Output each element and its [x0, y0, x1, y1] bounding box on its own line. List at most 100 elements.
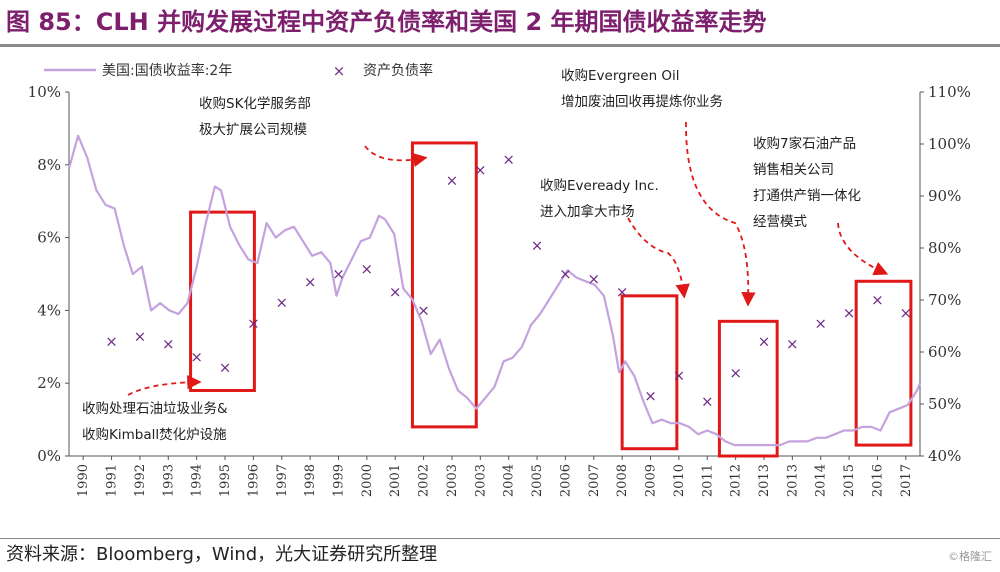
left-tick-label: 10% [28, 83, 61, 101]
debt-ratio-marker: × [162, 335, 175, 353]
x-tick-label: 2017 [899, 464, 914, 497]
debt-ratio-marker: × [247, 314, 260, 332]
x-tick-label: 2011 [700, 464, 715, 497]
annotation-line: 收购处理石油垃圾业务& [82, 401, 228, 417]
debt-ratio-marker: × [531, 236, 544, 254]
right-tick-label: 90% [928, 187, 961, 205]
x-tick-label: 2001 [388, 464, 403, 497]
page-title: 图 85：CLH 并购发展过程中资产负债率和美国 2 年期国债收益率走势 [6, 8, 767, 36]
x-tick-label: 2014 [814, 464, 829, 497]
x-tick-label: 2013 [757, 464, 772, 497]
x-tick-label: 2009 [644, 464, 659, 497]
debt-ratio-marker: × [105, 333, 118, 351]
annotation-line: 收购SK化学服务部 [199, 96, 311, 112]
x-tick-label: 2016 [870, 464, 885, 497]
debt-ratio-marker: × [616, 283, 629, 301]
debt-ratio-marker: × [786, 335, 799, 353]
highlight-box-3 [620, 294, 679, 451]
debt-ratio-marker: × [190, 348, 203, 366]
debt-ratio-marker: × [843, 304, 856, 322]
x-tick-label: 2013 [785, 464, 800, 497]
debt-ratio-markers: × × × × × × × × × × × × × × × × × × × × × × × × × × × × × [105, 151, 912, 411]
annotation-arrow-5 [127, 375, 202, 396]
debt-ratio-marker: × [559, 265, 572, 283]
annotation-line: 经营模式 [753, 214, 807, 230]
debt-ratio-marker: × [729, 364, 742, 382]
debt-ratio-marker: × [304, 273, 317, 291]
annotation-line: 打通供产销一体化 [753, 187, 861, 204]
debt-ratio-marker: × [446, 171, 459, 189]
debt-ratio-marker: × [275, 294, 288, 312]
footer-divider [0, 538, 1000, 539]
annotation-line: 收购Evergreen Oil [561, 68, 680, 84]
x-tick-label: 2006 [558, 464, 573, 497]
debt-ratio-marker: × [900, 304, 913, 322]
x-tick-label: 1992 [133, 464, 148, 497]
legend: 美国:国债收益率:2年 × 资产负债率 [44, 62, 433, 80]
highlight-box-5 [854, 279, 913, 447]
debt-ratio-marker: × [701, 392, 714, 410]
left-tick-label: 6% [37, 229, 61, 247]
annotation-2: 收购Evergreen Oil 增加废油回收再提炼你业务 [561, 68, 723, 110]
legend-label-debt: 资产负债率 [363, 62, 433, 79]
debt-ratio-marker: × [361, 260, 374, 278]
source-note: 资料来源：Bloomberg，Wind，光大证券研究所整理 [6, 544, 438, 565]
highlight-box-1 [189, 210, 256, 392]
right-tick-label: 70% [928, 291, 961, 309]
x-tick-label: 1995 [218, 464, 233, 497]
x-tick-label: 1994 [190, 464, 205, 497]
chart: 0% 2% 4% 6% 8% 10% 40% 50% 60% 70% 80% 90% 100% 110% 1… [28, 62, 971, 497]
highlight-box-2 [410, 141, 478, 429]
annotation-line: 收购7家石油产品 [753, 135, 856, 152]
x-tick-label: 2005 [530, 464, 545, 497]
annotation-line: 收购Kimball焚化炉设施 [82, 427, 227, 443]
x-tick-label: 1991 [105, 464, 120, 497]
x-tick-label: 2000 [360, 464, 375, 497]
right-tick-label: 110% [928, 83, 971, 101]
right-tick-label: 80% [928, 239, 961, 257]
annotation-4: 收购Eveready Inc. 进入加拿大市场 [540, 178, 659, 220]
highlight-box-4 [717, 319, 779, 458]
annotation-arrow-3 [837, 222, 889, 276]
x-tick-label: 2003 [473, 464, 488, 497]
right-tick-label: 100% [928, 135, 971, 153]
x-tick-label: 2004 [502, 464, 517, 497]
right-tick-label: 50% [928, 395, 961, 413]
yield-line-layer [67, 134, 922, 447]
x-tick-label: 1998 [303, 464, 318, 497]
debt-ratio-marker: × [814, 314, 827, 332]
annotation-line: 极大扩展公司规模 [199, 122, 307, 138]
x-tick-label: 1997 [275, 464, 290, 497]
debt-ratio-marker: × [134, 327, 147, 345]
debt-ratio-marker: × [417, 301, 430, 319]
annotation-5: 收购处理石油垃圾业务&收购Kimball焚化炉设施 [82, 401, 228, 443]
debt-ratio-marker: × [644, 387, 657, 405]
debt-ratio-marker: × [587, 270, 600, 288]
left-tick-label: 0% [37, 447, 61, 465]
debt-ratio-marker: × [389, 283, 402, 301]
x-tick-label: 1999 [331, 464, 346, 497]
annotation-line: 销售相关公司 [753, 162, 834, 178]
x-tick-label: 2002 [417, 464, 432, 497]
x-tick-label: 1990 [76, 464, 91, 497]
right-tick-label: 60% [928, 343, 961, 361]
highlight-boxes [189, 141, 913, 458]
debt-ratio-marker: × [502, 151, 515, 169]
debt-ratio-marker: × [871, 291, 884, 309]
legend-label-yield: 美国:国债收益率:2年 [102, 62, 232, 79]
annotation-arrow-1 [364, 145, 428, 168]
x-tick-label: 2007 [587, 464, 602, 497]
left-tick-label: 2% [37, 374, 61, 392]
watermark: ©格隆汇 [948, 550, 992, 563]
debt-ratio-marker: × [332, 265, 345, 283]
x-tick-label: 2010 [672, 464, 687, 497]
debt-ratio-marker: × [673, 366, 686, 384]
debt-ratio-marker: × [219, 359, 232, 377]
x-tick-label: 2003 [445, 464, 460, 497]
legend-x-swatch: × [333, 62, 346, 80]
title-divider [0, 44, 1000, 47]
right-tick-label: 40% [928, 447, 961, 465]
